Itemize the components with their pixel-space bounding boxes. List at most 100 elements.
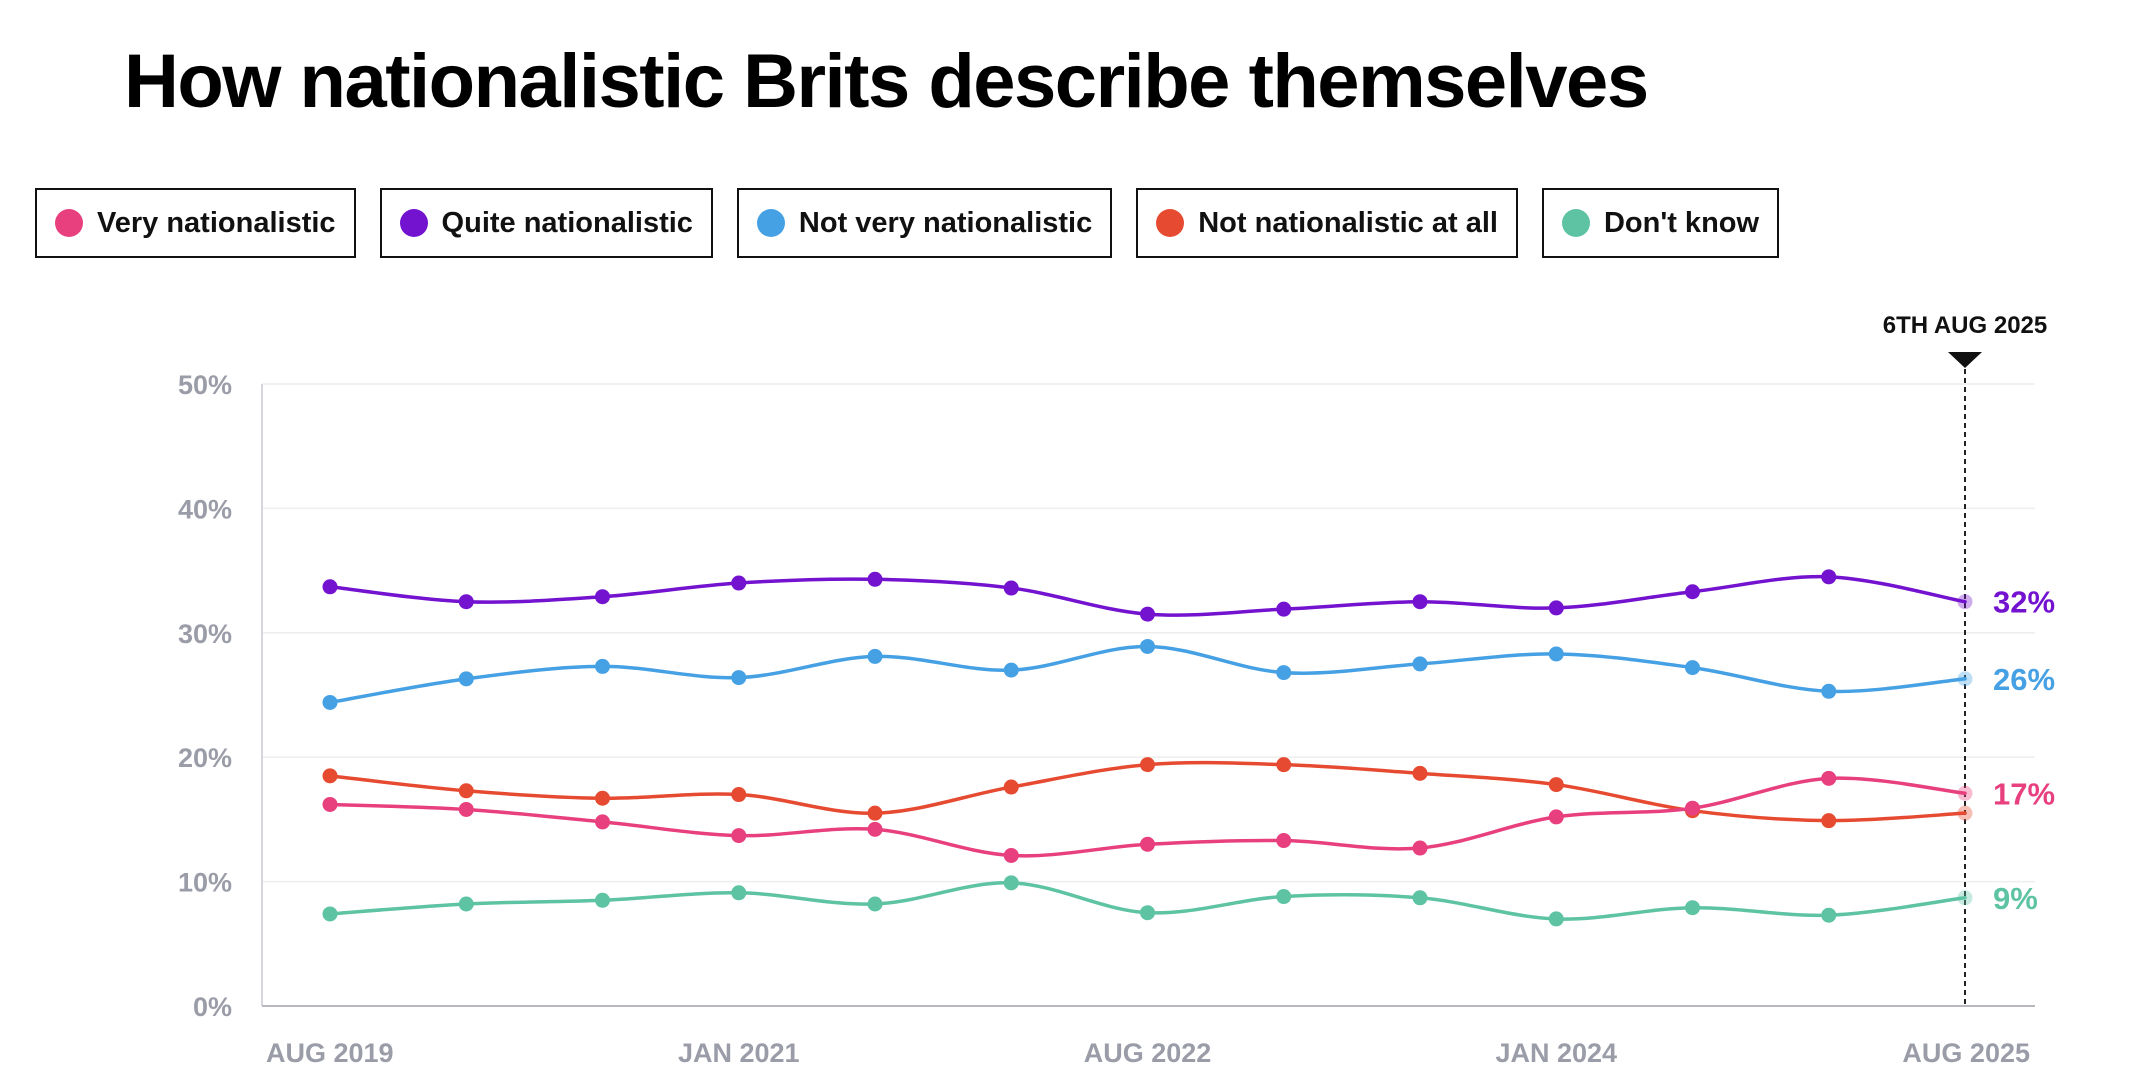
y-tick-label-30: 30% bbox=[178, 619, 232, 649]
data-point-dont-know-7 bbox=[1276, 889, 1292, 905]
data-point-quite-3 bbox=[731, 575, 747, 591]
data-point-not-at-all-12 bbox=[1957, 805, 1973, 821]
legend-item-very[interactable]: Very nationalistic bbox=[35, 188, 356, 258]
data-point-not-very-3 bbox=[731, 670, 747, 686]
data-point-not-at-all-3 bbox=[731, 787, 747, 803]
legend-dot-very bbox=[55, 209, 83, 237]
data-point-dont-know-12 bbox=[1957, 890, 1973, 906]
data-point-very-12 bbox=[1957, 785, 1973, 801]
x-tick-label-jan-2024: JAN 2024 bbox=[1495, 1038, 1617, 1068]
data-point-quite-12 bbox=[1957, 594, 1973, 610]
legend-label-not-at-all: Not nationalistic at all bbox=[1198, 206, 1498, 239]
data-point-quite-10 bbox=[1685, 584, 1700, 600]
data-point-quite-5 bbox=[1003, 580, 1019, 596]
data-point-not-very-11 bbox=[1821, 683, 1837, 699]
legend-dot-dont-know bbox=[1561, 209, 1590, 237]
data-point-very-8 bbox=[1412, 840, 1428, 856]
data-point-not-at-all-2 bbox=[595, 790, 610, 806]
data-point-not-very-1 bbox=[458, 671, 474, 687]
legend-label-very: Very nationalistic bbox=[97, 206, 336, 239]
data-point-dont-know-10 bbox=[1685, 900, 1700, 916]
data-point-very-7 bbox=[1276, 833, 1292, 849]
data-point-dont-know-1 bbox=[458, 896, 474, 912]
data-point-not-very-12 bbox=[1957, 671, 1973, 687]
x-tick-label-aug-2019: AUG 2019 bbox=[266, 1038, 394, 1068]
data-point-dont-know-2 bbox=[595, 892, 610, 908]
data-point-dont-know-5 bbox=[1003, 875, 1019, 891]
data-point-not-at-all-6 bbox=[1140, 757, 1155, 773]
data-point-very-11 bbox=[1821, 770, 1837, 786]
legend-item-dont-know[interactable]: Don't know bbox=[1541, 188, 1780, 258]
data-point-very-3 bbox=[731, 828, 747, 844]
data-point-dont-know-6 bbox=[1140, 905, 1155, 921]
x-tick-label-aug-2022: AUG 2022 bbox=[1084, 1038, 1212, 1068]
data-point-quite-1 bbox=[458, 594, 474, 610]
data-point-dont-know-3 bbox=[731, 885, 747, 901]
data-point-quite-8 bbox=[1412, 594, 1428, 610]
legend: Very nationalistic Quite nationalistic N… bbox=[35, 188, 1780, 258]
legend-dot-not-at-all bbox=[1156, 209, 1185, 237]
legend-item-not-at-all[interactable]: Not nationalistic at all bbox=[1136, 188, 1518, 258]
data-point-quite-11 bbox=[1821, 569, 1837, 585]
data-point-not-very-8 bbox=[1412, 656, 1428, 672]
legend-label-dont-know: Don't know bbox=[1603, 206, 1760, 239]
data-point-very-10 bbox=[1685, 800, 1700, 816]
legend-item-quite[interactable]: Quite nationalistic bbox=[379, 188, 713, 258]
y-tick-label-10: 10% bbox=[178, 868, 232, 898]
data-point-not-at-all-1 bbox=[458, 783, 474, 799]
legend-item-not-very[interactable]: Not very nationalistic bbox=[736, 188, 1113, 258]
data-point-not-at-all-7 bbox=[1276, 757, 1292, 773]
data-point-not-very-6 bbox=[1140, 638, 1155, 654]
data-point-dont-know-11 bbox=[1821, 907, 1837, 923]
x-tick-label-jan-2021: JAN 2021 bbox=[678, 1038, 800, 1068]
data-point-very-9 bbox=[1548, 809, 1564, 825]
legend-dot-quite bbox=[399, 209, 428, 237]
legend-dot-not-very bbox=[756, 209, 785, 237]
data-point-very-4 bbox=[867, 821, 883, 837]
data-point-quite-7 bbox=[1276, 601, 1292, 617]
data-point-quite-9 bbox=[1548, 600, 1564, 616]
data-point-dont-know-8 bbox=[1412, 890, 1428, 906]
x-tick-label-aug-2025: AUG 2025 bbox=[1902, 1038, 2030, 1068]
data-point-not-very-0 bbox=[322, 694, 338, 710]
data-point-not-at-all-8 bbox=[1412, 765, 1428, 781]
data-point-very-2 bbox=[595, 814, 610, 830]
date-marker-label: 6TH AUG 2025 bbox=[1883, 312, 2048, 339]
data-point-quite-0 bbox=[322, 579, 338, 595]
data-point-quite-4 bbox=[867, 571, 883, 587]
y-tick-label-20: 20% bbox=[178, 743, 232, 773]
data-point-not-at-all-0 bbox=[322, 768, 338, 784]
data-point-dont-know-0 bbox=[322, 906, 338, 922]
y-tick-label-40: 40% bbox=[178, 494, 232, 524]
data-point-quite-2 bbox=[595, 589, 610, 605]
data-point-not-very-2 bbox=[595, 658, 610, 674]
data-point-not-very-5 bbox=[1003, 662, 1019, 678]
legend-label-quite: Quite nationalistic bbox=[441, 206, 693, 239]
data-point-not-at-all-11 bbox=[1821, 813, 1837, 829]
legend-label-not-very: Not very nationalistic bbox=[798, 206, 1093, 239]
data-point-not-at-all-4 bbox=[867, 805, 883, 821]
data-point-very-1 bbox=[458, 801, 474, 817]
y-tick-label-0: 0% bbox=[193, 992, 232, 1022]
data-point-not-very-4 bbox=[867, 648, 883, 664]
data-point-not-at-all-9 bbox=[1548, 777, 1564, 793]
chart-title: How nationalistic Brits describe themsel… bbox=[124, 39, 1649, 124]
data-point-not-very-10 bbox=[1685, 660, 1700, 676]
date-marker-arrow bbox=[1948, 352, 1982, 368]
y-tick-label-50: 50% bbox=[178, 370, 232, 400]
data-point-quite-6 bbox=[1140, 606, 1155, 622]
end-label-very: 17% bbox=[1993, 776, 2055, 811]
data-point-dont-know-9 bbox=[1548, 911, 1564, 927]
data-point-not-very-7 bbox=[1276, 665, 1292, 681]
series-line-not-very bbox=[328, 644, 1967, 705]
data-point-not-at-all-5 bbox=[1003, 779, 1019, 795]
data-point-very-6 bbox=[1140, 836, 1155, 852]
end-label-quite: 32% bbox=[1993, 585, 2055, 620]
data-point-very-5 bbox=[1003, 847, 1019, 863]
data-point-very-0 bbox=[322, 796, 338, 812]
end-label-dont-know: 9% bbox=[1993, 881, 2038, 916]
data-point-dont-know-4 bbox=[867, 896, 883, 912]
data-point-not-very-9 bbox=[1548, 646, 1564, 662]
end-label-not-very: 26% bbox=[1993, 662, 2055, 697]
